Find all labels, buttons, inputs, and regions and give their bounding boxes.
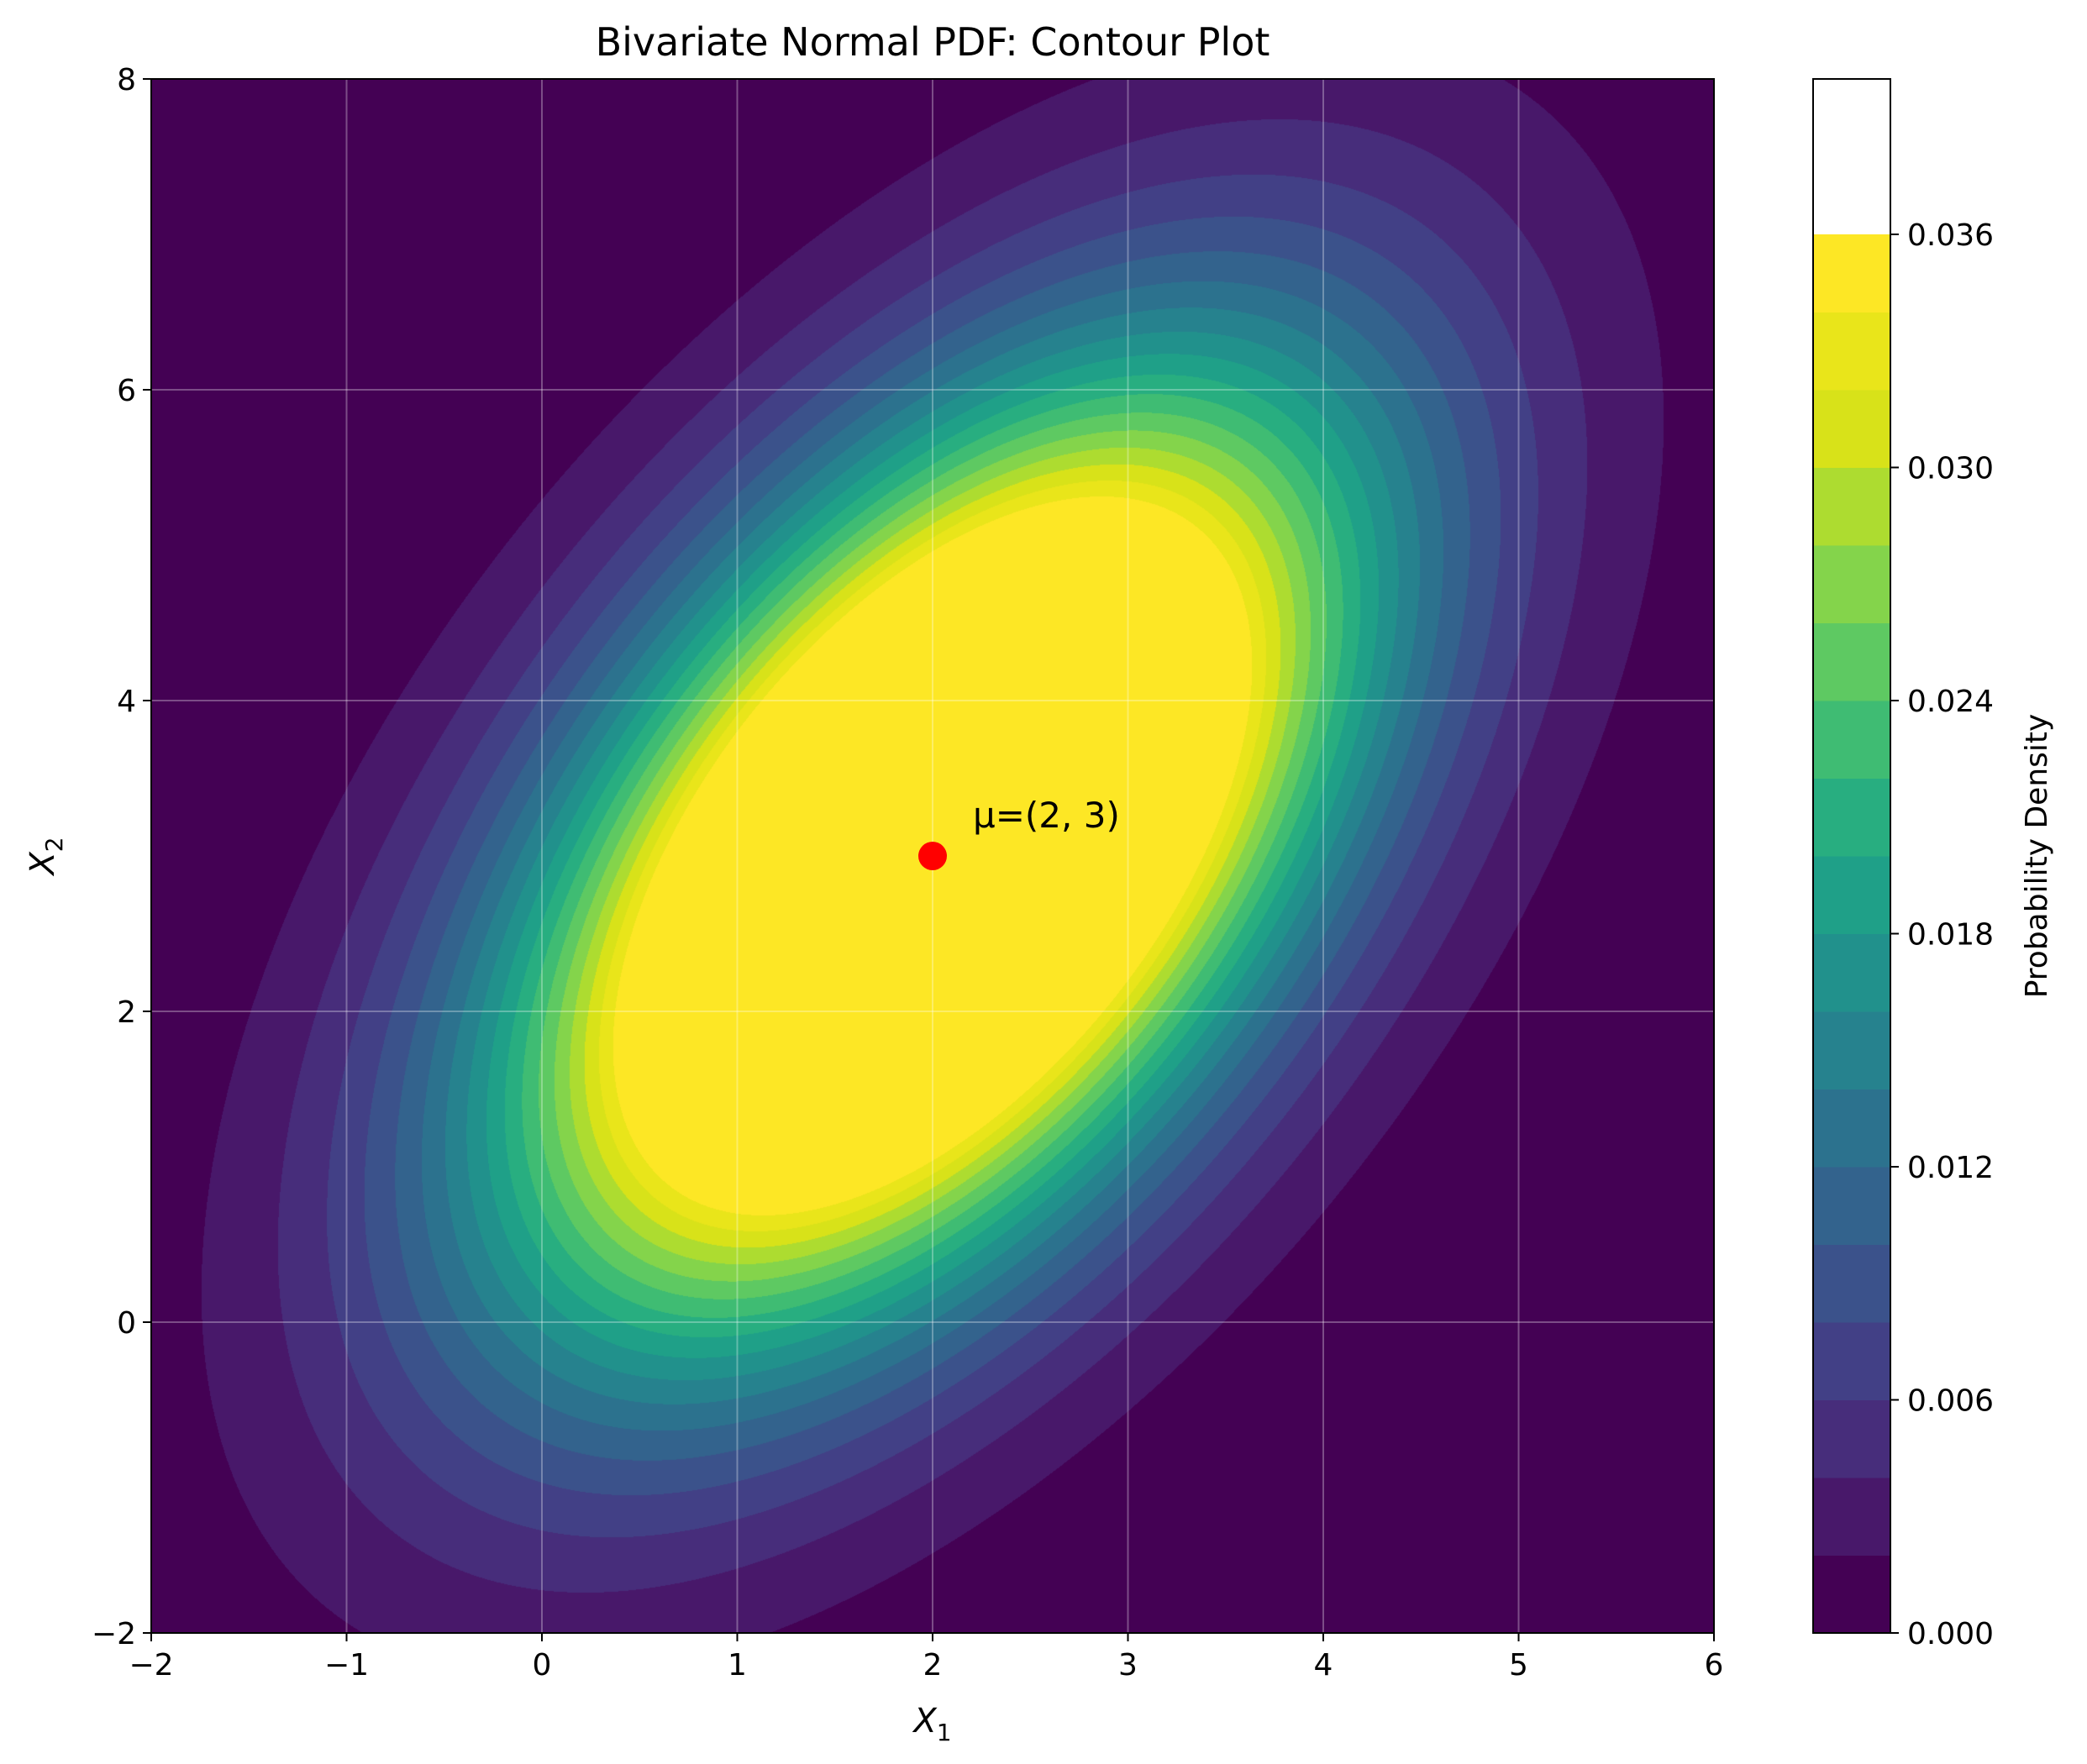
x-tick-label: −1 — [324, 1648, 369, 1683]
chart-title: Bivariate Normal PDF: Contour Plot — [596, 19, 1270, 65]
colorbar-bands — [1813, 234, 1890, 1634]
y-axis-label: X2 — [24, 837, 68, 876]
colorbar-band — [1813, 1478, 1890, 1556]
colorbar-band — [1813, 1167, 1890, 1245]
y-tick-label: 4 — [117, 685, 136, 719]
colorbar-tick-label: 0.018 — [1907, 918, 1994, 953]
colorbar-tick-label: 0.036 — [1907, 218, 1994, 253]
colorbar-label: Probability Density — [2020, 714, 2054, 999]
colorbar-frame — [1812, 78, 1891, 1634]
y-tick-label: 8 — [117, 63, 136, 97]
mean-annotation: μ=(2, 3) — [973, 795, 1120, 836]
colorbar-band — [1813, 1322, 1890, 1400]
x-axis: −2 −1 0 1 2 3 4 5 6 — [129, 1633, 1723, 1683]
colorbar-band — [1813, 933, 1890, 1012]
y-tick-label: −2 — [92, 1617, 136, 1651]
colorbar: 0.000 0.006 0.012 0.018 0.024 0.030 0.036 Prob… — [1812, 78, 2054, 1651]
colorbar-tick-label: 0.024 — [1907, 685, 1994, 719]
colorbar-band — [1813, 234, 1890, 312]
x-tick-label: 5 — [1509, 1648, 1528, 1683]
colorbar-band — [1813, 467, 1890, 546]
x-tick-label: 6 — [1705, 1648, 1724, 1683]
plot-area: μ=(2, 3) — [150, 78, 1715, 1634]
x-tick-label: 4 — [1314, 1648, 1333, 1683]
colorbar-band — [1813, 622, 1890, 701]
y-tick-label: 2 — [117, 995, 136, 1030]
colorbar-band — [1813, 1089, 1890, 1168]
colorbar-band — [1813, 778, 1890, 857]
mean-marker — [918, 842, 947, 870]
y-axis: −2 0 2 4 6 8 — [92, 63, 151, 1651]
x-tick-label: 0 — [533, 1648, 552, 1683]
x-tick-label: −2 — [129, 1648, 173, 1683]
colorbar-band — [1813, 312, 1890, 391]
colorbar-band — [1813, 390, 1890, 468]
y-tick-label: 0 — [117, 1306, 136, 1341]
colorbar-tick-label: 0.006 — [1907, 1384, 1994, 1419]
x-axis-label: X1 — [912, 1702, 951, 1746]
colorbar-band — [1813, 1244, 1890, 1323]
colorbar-tick-label: 0.030 — [1907, 452, 1994, 486]
y-tick-label: 6 — [117, 374, 136, 408]
colorbar-ticks: 0.000 0.006 0.012 0.018 0.024 0.030 0.036 — [1890, 218, 1994, 1651]
colorbar-band — [1813, 1399, 1890, 1478]
colorbar-band — [1813, 1011, 1890, 1089]
x-tick-label: 2 — [923, 1648, 943, 1683]
colorbar-band — [1813, 1555, 1890, 1634]
colorbar-tick-label: 0.012 — [1907, 1151, 1994, 1185]
colorbar-band — [1813, 545, 1890, 623]
x-tick-label: 3 — [1118, 1648, 1138, 1683]
colorbar-band — [1813, 856, 1890, 934]
colorbar-band — [1813, 701, 1890, 779]
x-tick-label: 1 — [728, 1648, 747, 1683]
colorbar-tick-label: 0.000 — [1907, 1617, 1994, 1651]
